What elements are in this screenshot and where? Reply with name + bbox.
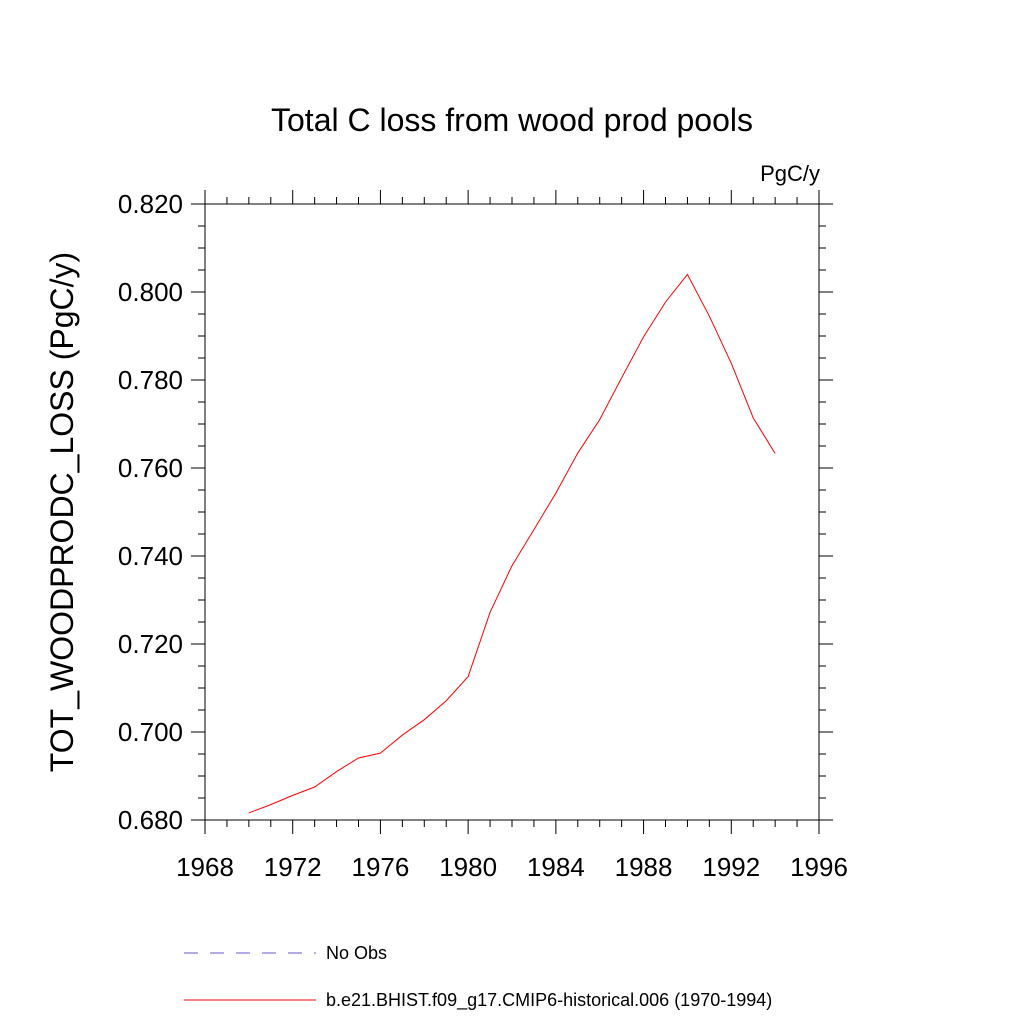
- y-tick-label: 0.720: [118, 629, 183, 659]
- series-line-1: [248, 273, 776, 814]
- y-tick-label: 0.740: [118, 541, 183, 571]
- y-tick-label: 0.800: [118, 277, 183, 307]
- y-tick-label: 0.760: [118, 453, 183, 483]
- y-tick-label: 0.700: [118, 717, 183, 747]
- y-axis-label: TOT_WOODPRODC_LOSS (PgC/y): [44, 252, 80, 772]
- y-tick-label: 0.820: [118, 189, 183, 219]
- plot-frame: [204, 203, 820, 821]
- chart-title: Total C loss from wood prod pools: [271, 102, 753, 138]
- x-tick-label: 1972: [264, 852, 322, 882]
- legend: No Obs b.e21.BHIST.f09_g17.CMIP6-histori…: [184, 943, 772, 1011]
- x-tick-label: 1984: [527, 852, 585, 882]
- x-tick-label: 1996: [790, 852, 848, 882]
- tick-labels: 1968 1972 1976 1980 1984 1988 1992 1996 0.680 0.7…: [118, 189, 848, 882]
- legend-label-no-obs: No Obs: [326, 943, 387, 963]
- x-tick-label: 1976: [352, 852, 410, 882]
- axis-ticks: [191, 190, 833, 834]
- x-tick-label: 1980: [439, 852, 497, 882]
- series-lines: [248, 273, 776, 814]
- y-tick-label: 0.680: [118, 805, 183, 835]
- x-tick-label: 1992: [702, 852, 760, 882]
- x-tick-label: 1968: [176, 852, 234, 882]
- legend-label-model: b.e21.BHIST.f09_g17.CMIP6-historical.006…: [326, 990, 772, 1011]
- units-label: PgC/y: [760, 161, 820, 186]
- y-tick-label: 0.780: [118, 365, 183, 395]
- x-tick-label: 1988: [615, 852, 673, 882]
